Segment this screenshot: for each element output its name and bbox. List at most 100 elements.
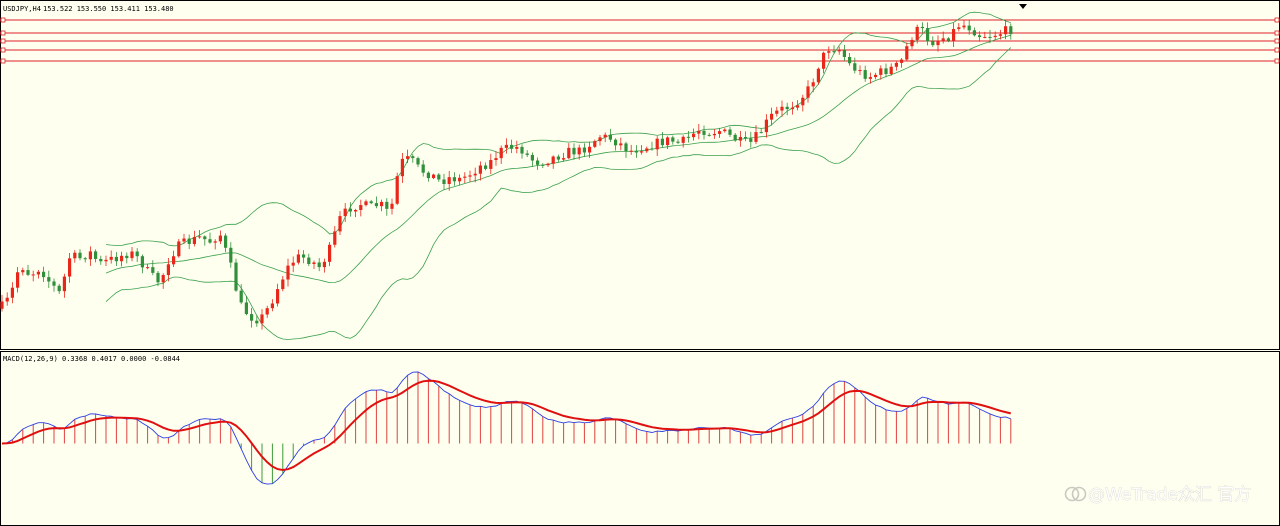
candle-body <box>853 63 857 71</box>
candle-body <box>468 175 472 177</box>
candle-body <box>733 134 737 141</box>
candle-body <box>650 148 654 150</box>
candle-body <box>78 252 82 259</box>
candle-body <box>250 314 254 321</box>
candle-body <box>754 132 758 142</box>
candle-body <box>946 38 950 41</box>
candle-body <box>655 138 659 150</box>
watermark-text: @WeTrade众汇 官方 <box>1088 485 1251 505</box>
candle-body <box>317 262 321 268</box>
level-anchor-left <box>0 58 6 64</box>
candle-body <box>286 265 290 280</box>
candle-body <box>624 143 628 152</box>
candle-body <box>775 110 779 114</box>
level-anchor-left <box>0 17 6 23</box>
candle-body <box>967 25 971 31</box>
candle-body <box>224 235 228 248</box>
candle-body <box>229 247 233 263</box>
candle-body <box>530 154 534 161</box>
watermark: @WeTrade众汇 官方 <box>1064 485 1252 505</box>
candle-body <box>73 252 77 259</box>
candle-body <box>858 70 862 72</box>
candle-body <box>879 68 883 75</box>
candle-body <box>915 26 919 40</box>
chart-shift-marker-icon[interactable] <box>1019 4 1027 9</box>
horizontal-levels[interactable] <box>0 17 1280 64</box>
candle-body <box>374 203 378 207</box>
candle-body <box>546 163 550 166</box>
candle-body <box>296 254 300 263</box>
candle-body <box>603 134 607 138</box>
candle-body <box>140 256 144 268</box>
candle-body <box>99 258 103 262</box>
candle-body <box>156 272 160 283</box>
candle-body <box>983 36 987 38</box>
candle-body <box>42 271 46 278</box>
candle-body <box>577 147 581 155</box>
candle-body <box>676 141 680 143</box>
candle-body <box>343 208 347 217</box>
candle-body <box>671 137 675 142</box>
candle-body <box>239 290 243 303</box>
candle-body <box>135 251 139 257</box>
level-anchor-right <box>1274 17 1280 23</box>
candle-body <box>125 255 129 259</box>
candle-body <box>972 30 976 36</box>
candle-body <box>83 258 87 260</box>
price-pane-frame <box>0 0 1280 350</box>
candle-body <box>0 301 4 309</box>
candle-body <box>848 56 852 64</box>
candle-body <box>281 279 285 290</box>
candle-body <box>463 176 467 178</box>
candle-body <box>593 141 597 147</box>
candle-body <box>16 272 20 288</box>
level-anchor-left <box>0 47 6 53</box>
candle-body <box>837 50 841 52</box>
candle-body <box>900 59 904 63</box>
candle-body <box>551 156 555 164</box>
ohlc-readout: 153.522 153.550 153.411 153.480 <box>43 5 174 13</box>
candle-body <box>213 241 217 243</box>
candle-body <box>801 97 805 106</box>
candle-body <box>681 136 685 143</box>
candle-body <box>863 70 867 79</box>
candle-body <box>634 150 638 153</box>
candle-body <box>562 158 566 160</box>
candle-body <box>359 205 363 210</box>
candle-body <box>421 164 425 173</box>
candle-body <box>437 174 441 180</box>
candle-body <box>874 74 878 78</box>
candle-body <box>395 176 399 204</box>
candle-body <box>582 147 586 153</box>
candle-body <box>796 105 800 108</box>
candle-body <box>832 51 836 53</box>
candle-body <box>510 144 514 149</box>
candle-body <box>499 147 503 159</box>
candle-body <box>567 147 571 159</box>
candle-body <box>931 41 935 46</box>
candle-body <box>146 267 150 269</box>
candle-body <box>764 119 768 133</box>
candle-body <box>473 173 477 176</box>
candle-body <box>31 274 35 276</box>
candle-body <box>759 132 763 134</box>
candle-body <box>744 136 748 139</box>
candle-body <box>723 129 727 132</box>
candle-body <box>109 256 113 260</box>
candle-body <box>494 158 498 161</box>
candle-body <box>47 277 51 282</box>
candle-body <box>94 251 98 259</box>
candle-body <box>416 158 420 165</box>
candle-body <box>255 320 259 324</box>
candle-body <box>598 137 602 142</box>
candle-body <box>26 270 30 275</box>
candle-body <box>926 28 930 42</box>
candle-body <box>166 264 170 276</box>
candle-body <box>614 139 618 146</box>
candle-body <box>702 130 706 135</box>
candle-body <box>328 244 332 262</box>
candle-body <box>406 156 410 159</box>
level-anchor-left <box>0 30 6 36</box>
